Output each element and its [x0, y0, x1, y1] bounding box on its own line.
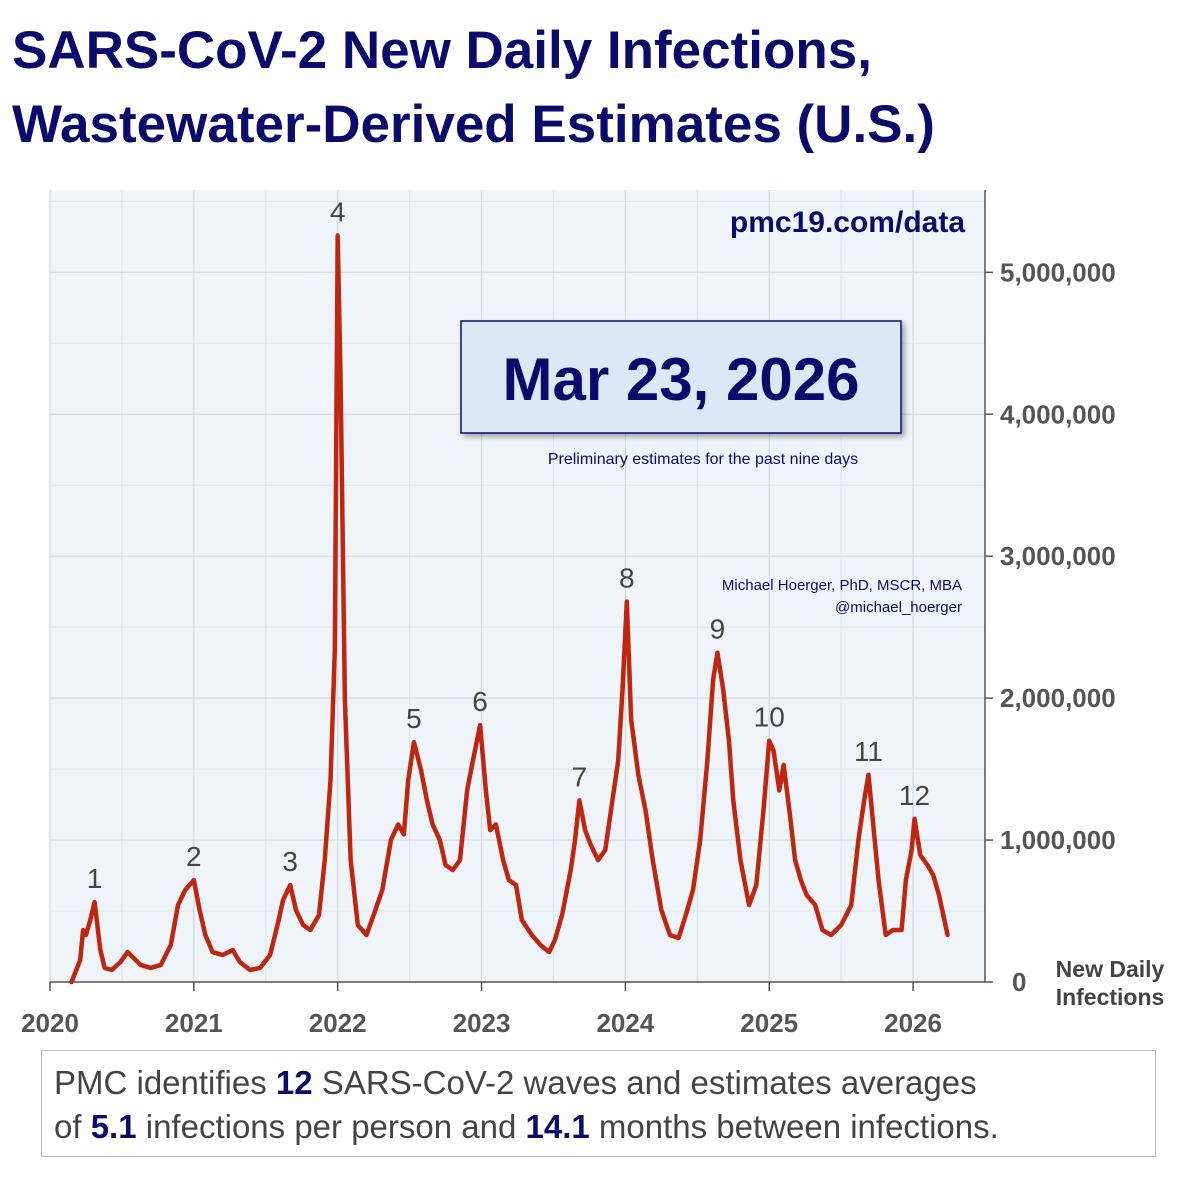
footer-text: SARS-CoV-2 waves and estimates averages: [312, 1064, 977, 1101]
x-tick-label: 2024: [596, 1008, 654, 1038]
footer: PMC identifies 12 SARS-CoV-2 waves and e…: [41, 1050, 1156, 1157]
handle: @michael_hoerger: [835, 599, 962, 616]
footer-text: months between infections.: [589, 1108, 999, 1145]
footer-text: infections per person and: [136, 1108, 526, 1145]
wave-label: 7: [572, 761, 588, 792]
y-tick-label: 2,000,000: [1000, 683, 1116, 713]
footer-number: 12: [275, 1064, 313, 1101]
footer-number: 5.1: [90, 1108, 137, 1145]
footer-text: of: [54, 1108, 91, 1145]
y-tick-label: 1,000,000: [1000, 825, 1116, 855]
author: Michael Hoerger, PhD, MSCR, MBA: [722, 577, 962, 594]
y-tick-label: 5,000,000: [1000, 257, 1116, 287]
chart-title: SARS-CoV-2 New Daily Infections, Wastewa…: [12, 21, 935, 154]
wave-label: 10: [754, 702, 785, 733]
wave-label: 4: [330, 196, 346, 227]
x-tick-label: 2025: [740, 1008, 798, 1038]
y-tick-label: 3,000,000: [1000, 541, 1116, 571]
y-tick-label: 4,000,000: [1000, 399, 1116, 429]
series-line: [69, 233, 950, 985]
x-tick-label: 2021: [165, 1008, 223, 1038]
x-tick-label: 2020: [21, 1008, 79, 1038]
date: Mar 23, 2026: [503, 346, 860, 413]
y-axis-label: New Daily Infections: [1055, 956, 1165, 1010]
wave-label: 5: [406, 703, 422, 734]
x-tick-label: 2023: [453, 1008, 511, 1038]
date-note: Preliminary estimates for the past nine …: [548, 451, 858, 468]
footer-number: 14.1: [525, 1108, 590, 1145]
wave-label: 2: [186, 841, 202, 872]
date-box: [460, 320, 902, 434]
x-tick-label: 2026: [884, 1008, 942, 1038]
wave-label: 12: [899, 780, 930, 811]
wave-label: 11: [854, 736, 883, 767]
wave-label: 6: [472, 686, 488, 717]
wave-label: 3: [282, 846, 298, 877]
wave-label: 1: [87, 863, 103, 894]
wave-label: 9: [710, 614, 726, 645]
source: pmc19.com/data: [730, 206, 965, 239]
wave-label: 8: [619, 563, 635, 594]
y-tick-label: 0: [1012, 967, 1026, 997]
x-tick-label: 2022: [309, 1008, 367, 1038]
footer-text: PMC identifies: [54, 1064, 276, 1101]
